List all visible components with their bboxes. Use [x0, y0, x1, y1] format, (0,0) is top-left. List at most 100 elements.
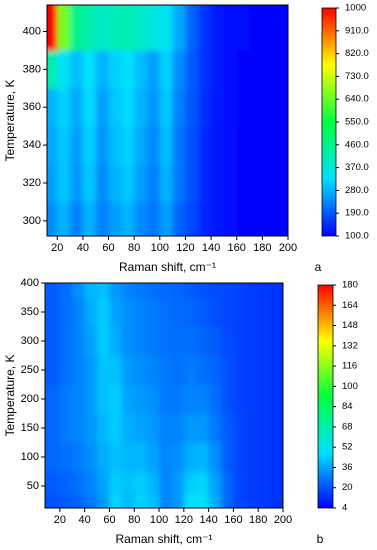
- heatmap-cell: [97, 326, 110, 356]
- heatmap-cells: [45, 283, 283, 508]
- heatmap-cell: [183, 471, 197, 494]
- heatmap-cell: [196, 384, 210, 414]
- heatmap-cell: [45, 442, 61, 472]
- x-tick-label: 60: [103, 514, 115, 526]
- heatmap-cell: [146, 493, 160, 508]
- heatmap-cell: [208, 471, 222, 494]
- heatmap-cell: [211, 88, 225, 127]
- heatmap-cell: [262, 201, 276, 236]
- heatmap-cell: [245, 326, 259, 356]
- heatmap-cell: [134, 297, 148, 327]
- heatmap-cell: [208, 326, 222, 356]
- heatmap-cell: [59, 471, 73, 494]
- y-tick-label: 100: [21, 451, 39, 463]
- heatmap-cell: [84, 471, 98, 494]
- heatmap-cell: [211, 164, 225, 203]
- heatmap-cell: [249, 5, 263, 51]
- y-tick-label: 350: [21, 306, 39, 318]
- y-axis-label: Temperature, K: [3, 79, 17, 161]
- colorbar-tick-label: 280.0: [345, 185, 369, 196]
- heatmap-cell: [233, 283, 247, 298]
- heatmap-cell: [249, 88, 263, 127]
- heatmap-cell: [223, 164, 238, 203]
- heatmap-cell: [249, 201, 263, 236]
- heatmap-cell: [275, 164, 288, 203]
- heatmap-cell: [95, 126, 110, 165]
- heatmap-cell: [159, 201, 174, 236]
- heatmap-cell: [159, 126, 174, 165]
- heatmap-cell: [159, 5, 174, 51]
- heatmap-cell: [109, 442, 123, 472]
- heatmap-cell: [45, 471, 61, 494]
- heatmap-cell: [108, 50, 122, 89]
- colorbar-tick-label: 36: [342, 462, 353, 473]
- heatmap-cell: [208, 355, 222, 385]
- x-tick-label: 120: [175, 514, 193, 526]
- heatmap-cell: [146, 126, 161, 165]
- y-tick-label: 200: [21, 393, 39, 405]
- heatmap-cell: [258, 493, 272, 508]
- heatmap-cell: [270, 326, 283, 356]
- heatmap-cell: [221, 297, 234, 327]
- heatmap-cell: [97, 493, 110, 508]
- heatmap-cell: [47, 5, 58, 51]
- heatmap-cell: [146, 442, 160, 472]
- heatmap-cell: [109, 355, 123, 385]
- x-tick-label: 180: [253, 242, 271, 254]
- heatmap-cell: [45, 355, 61, 385]
- x-tick-label: 40: [79, 514, 91, 526]
- colorbar-tick-label: 100: [342, 381, 358, 392]
- x-tick-label: 120: [176, 242, 194, 254]
- heatmap-cell: [121, 297, 135, 327]
- heatmap-cell: [270, 493, 283, 508]
- heatmap-cell: [134, 201, 148, 236]
- heatmap-cell: [185, 5, 199, 51]
- y-tick-label: 300: [21, 335, 39, 347]
- heatmap-cell: [236, 126, 251, 165]
- heatmap-cell: [258, 471, 272, 494]
- heatmap-cell: [146, 413, 160, 443]
- colorbar-tick-label: 132: [342, 340, 358, 351]
- heatmap-cell: [57, 88, 71, 127]
- heatmap-cell: [70, 126, 84, 165]
- heatmap-cell: [146, 326, 160, 356]
- heatmap-cell: [47, 201, 58, 236]
- y-tick-label: 50: [27, 480, 39, 492]
- x-axis-label: Raman shift, cm⁻¹: [115, 532, 212, 546]
- heatmap-cell: [146, 297, 160, 327]
- heatmap-cell: [121, 5, 135, 51]
- plot-area: [47, 5, 288, 236]
- heatmap-cell: [121, 442, 135, 472]
- x-tick-label: 200: [279, 242, 297, 254]
- heatmap-cell: [171, 471, 185, 494]
- heatmap-cell: [223, 126, 238, 165]
- y-axis-label: Temperature, K: [3, 354, 17, 436]
- heatmap-cell: [109, 326, 123, 356]
- heatmap-cell: [70, 50, 84, 89]
- heatmap-cell: [275, 201, 288, 236]
- colorbar: [317, 284, 334, 509]
- heatmap-cell: [172, 201, 186, 236]
- heatmap-cell: [198, 126, 212, 165]
- heatmap-cell: [134, 5, 148, 51]
- heatmap-cell: [146, 5, 161, 51]
- heatmap-cell: [270, 355, 283, 385]
- heatmap-cell: [84, 384, 98, 414]
- heatmap-cell: [134, 50, 148, 89]
- heatmap-cell: [146, 384, 160, 414]
- x-tick-label: 100: [150, 514, 168, 526]
- heatmap-cell: [198, 164, 212, 203]
- heatmap-cell: [84, 413, 98, 443]
- heatmap-cell: [183, 283, 197, 298]
- heatmap-cell: [183, 297, 197, 327]
- heatmap-cell: [236, 88, 251, 127]
- heatmap-cell: [84, 442, 98, 472]
- heatmap-cell: [82, 50, 97, 89]
- heatmap-cell: [245, 384, 259, 414]
- x-tick-label: 160: [224, 514, 242, 526]
- heatmap-cell: [146, 201, 161, 236]
- y-tick-label: 300: [23, 215, 41, 227]
- heatmap-cell: [108, 201, 122, 236]
- heatmap-cell: [82, 88, 97, 127]
- heatmap-cell: [185, 88, 199, 127]
